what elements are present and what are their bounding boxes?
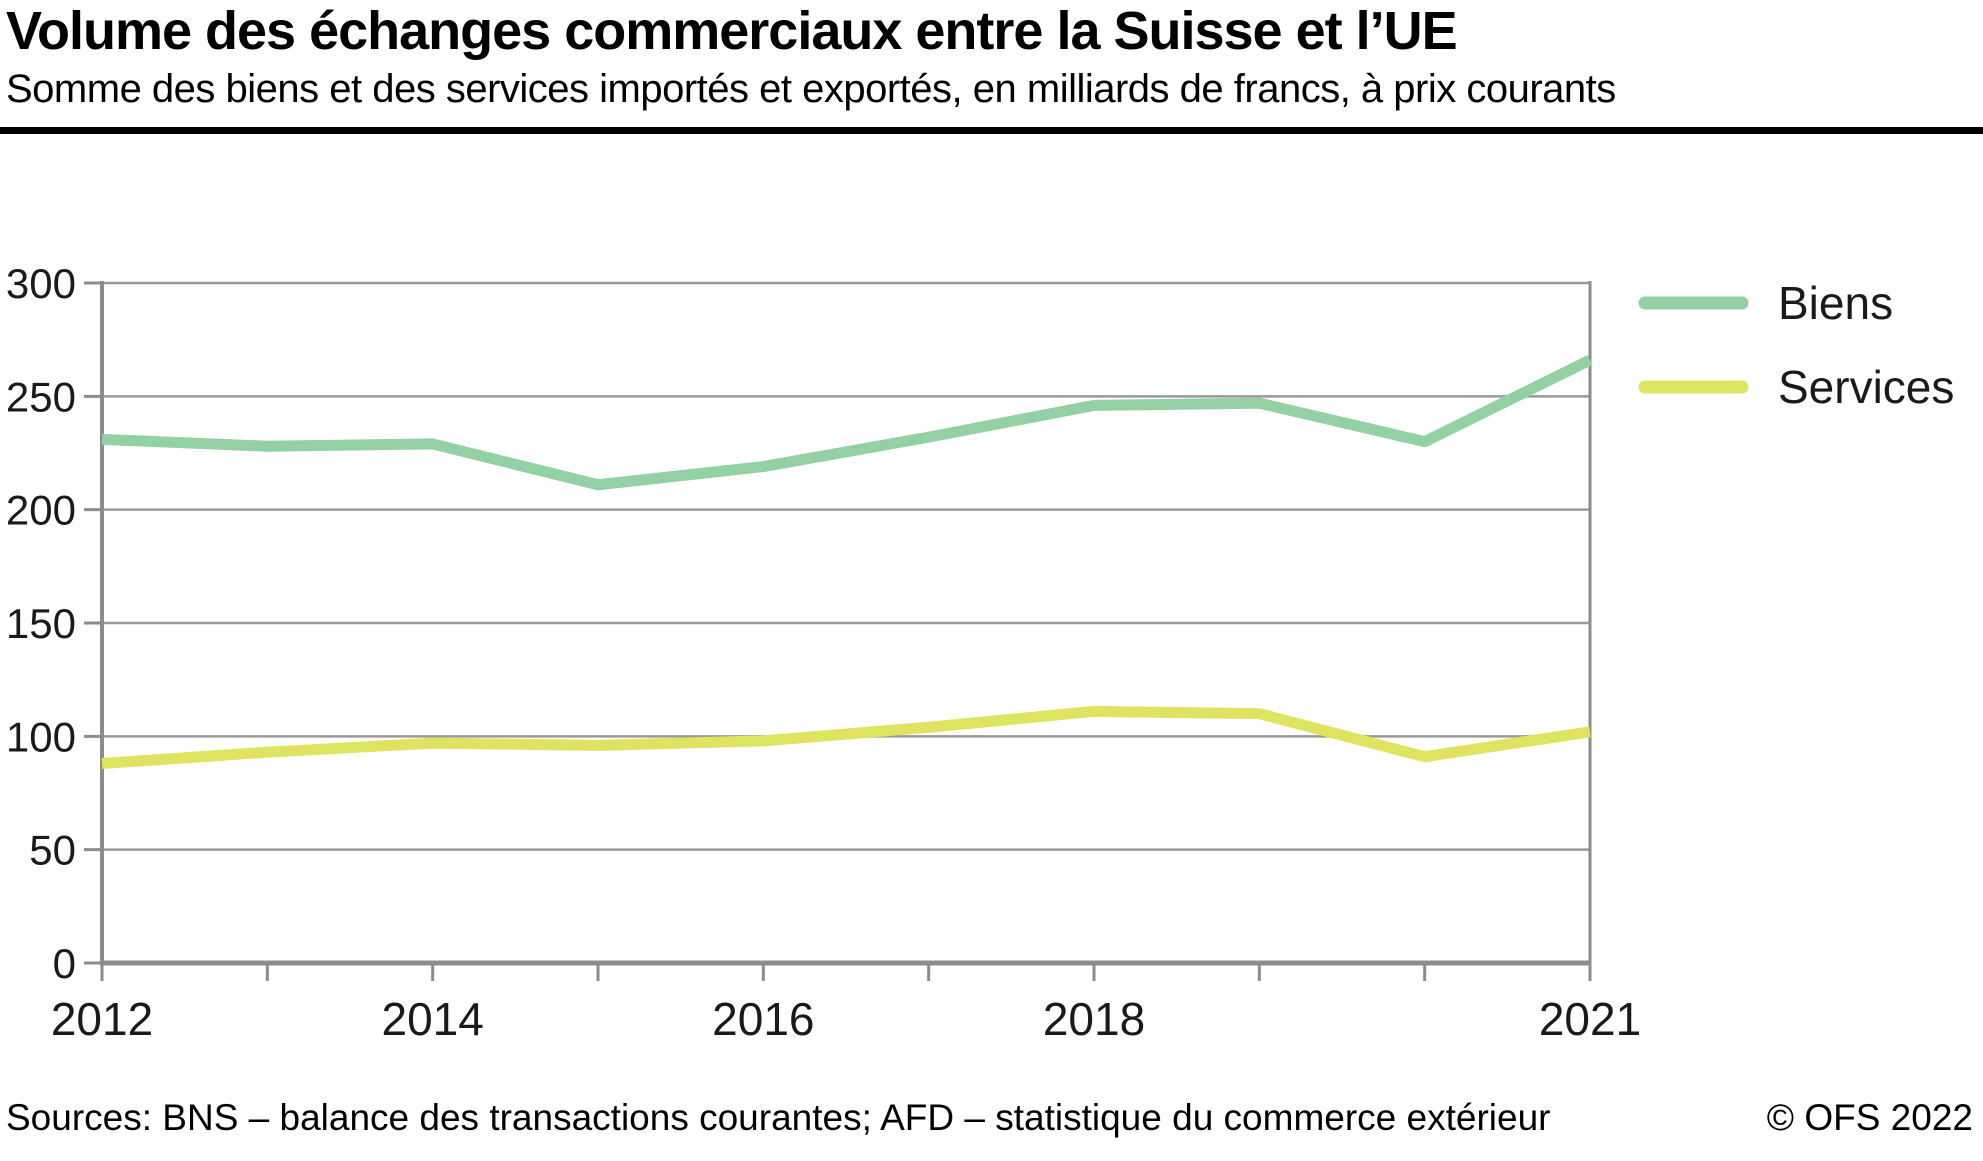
axis-ticks	[84, 281, 1592, 981]
y-tick-label: 50	[29, 827, 76, 874]
x-tick-label: 2014	[381, 993, 483, 1045]
x-tick-label: 2012	[51, 993, 153, 1045]
legend-biens-label: Biens	[1778, 277, 1893, 329]
series-lines	[101, 355, 1593, 770]
y-tick-label: 300	[6, 260, 76, 307]
axis-tick-labels: 0 50 100 150 200 250 300 2012 2014 2016 2018 2021	[6, 260, 1641, 1045]
services-line	[101, 705, 1591, 770]
page-title: Volume des échanges commerciaux entre la…	[6, 1, 1458, 61]
y-tick-label: 100	[6, 713, 76, 760]
y-tick-label: 0	[53, 940, 76, 987]
footer: Sources: BNS – balance des transactions …	[6, 1095, 1973, 1141]
copyright-note: © OFS 2022	[1766, 1097, 1973, 1138]
x-tick-label: 2021	[1539, 993, 1641, 1045]
x-tick-label: 2016	[712, 993, 814, 1045]
sources-note: Sources: BNS – balance des transactions …	[6, 1097, 1551, 1138]
y-tick-label: 150	[6, 600, 76, 647]
page-subtitle: Somme des biens et des services importés…	[6, 67, 1616, 111]
legend-services-label: Services	[1778, 361, 1954, 413]
y-tick-label: 200	[6, 487, 76, 534]
gridlines	[102, 281, 1590, 965]
y-tick-label: 250	[6, 373, 76, 420]
biens-line	[101, 355, 1593, 491]
header-divider	[0, 127, 1983, 134]
x-tick-label: 2018	[1043, 993, 1145, 1045]
legend: Biens Services	[1638, 277, 1954, 413]
